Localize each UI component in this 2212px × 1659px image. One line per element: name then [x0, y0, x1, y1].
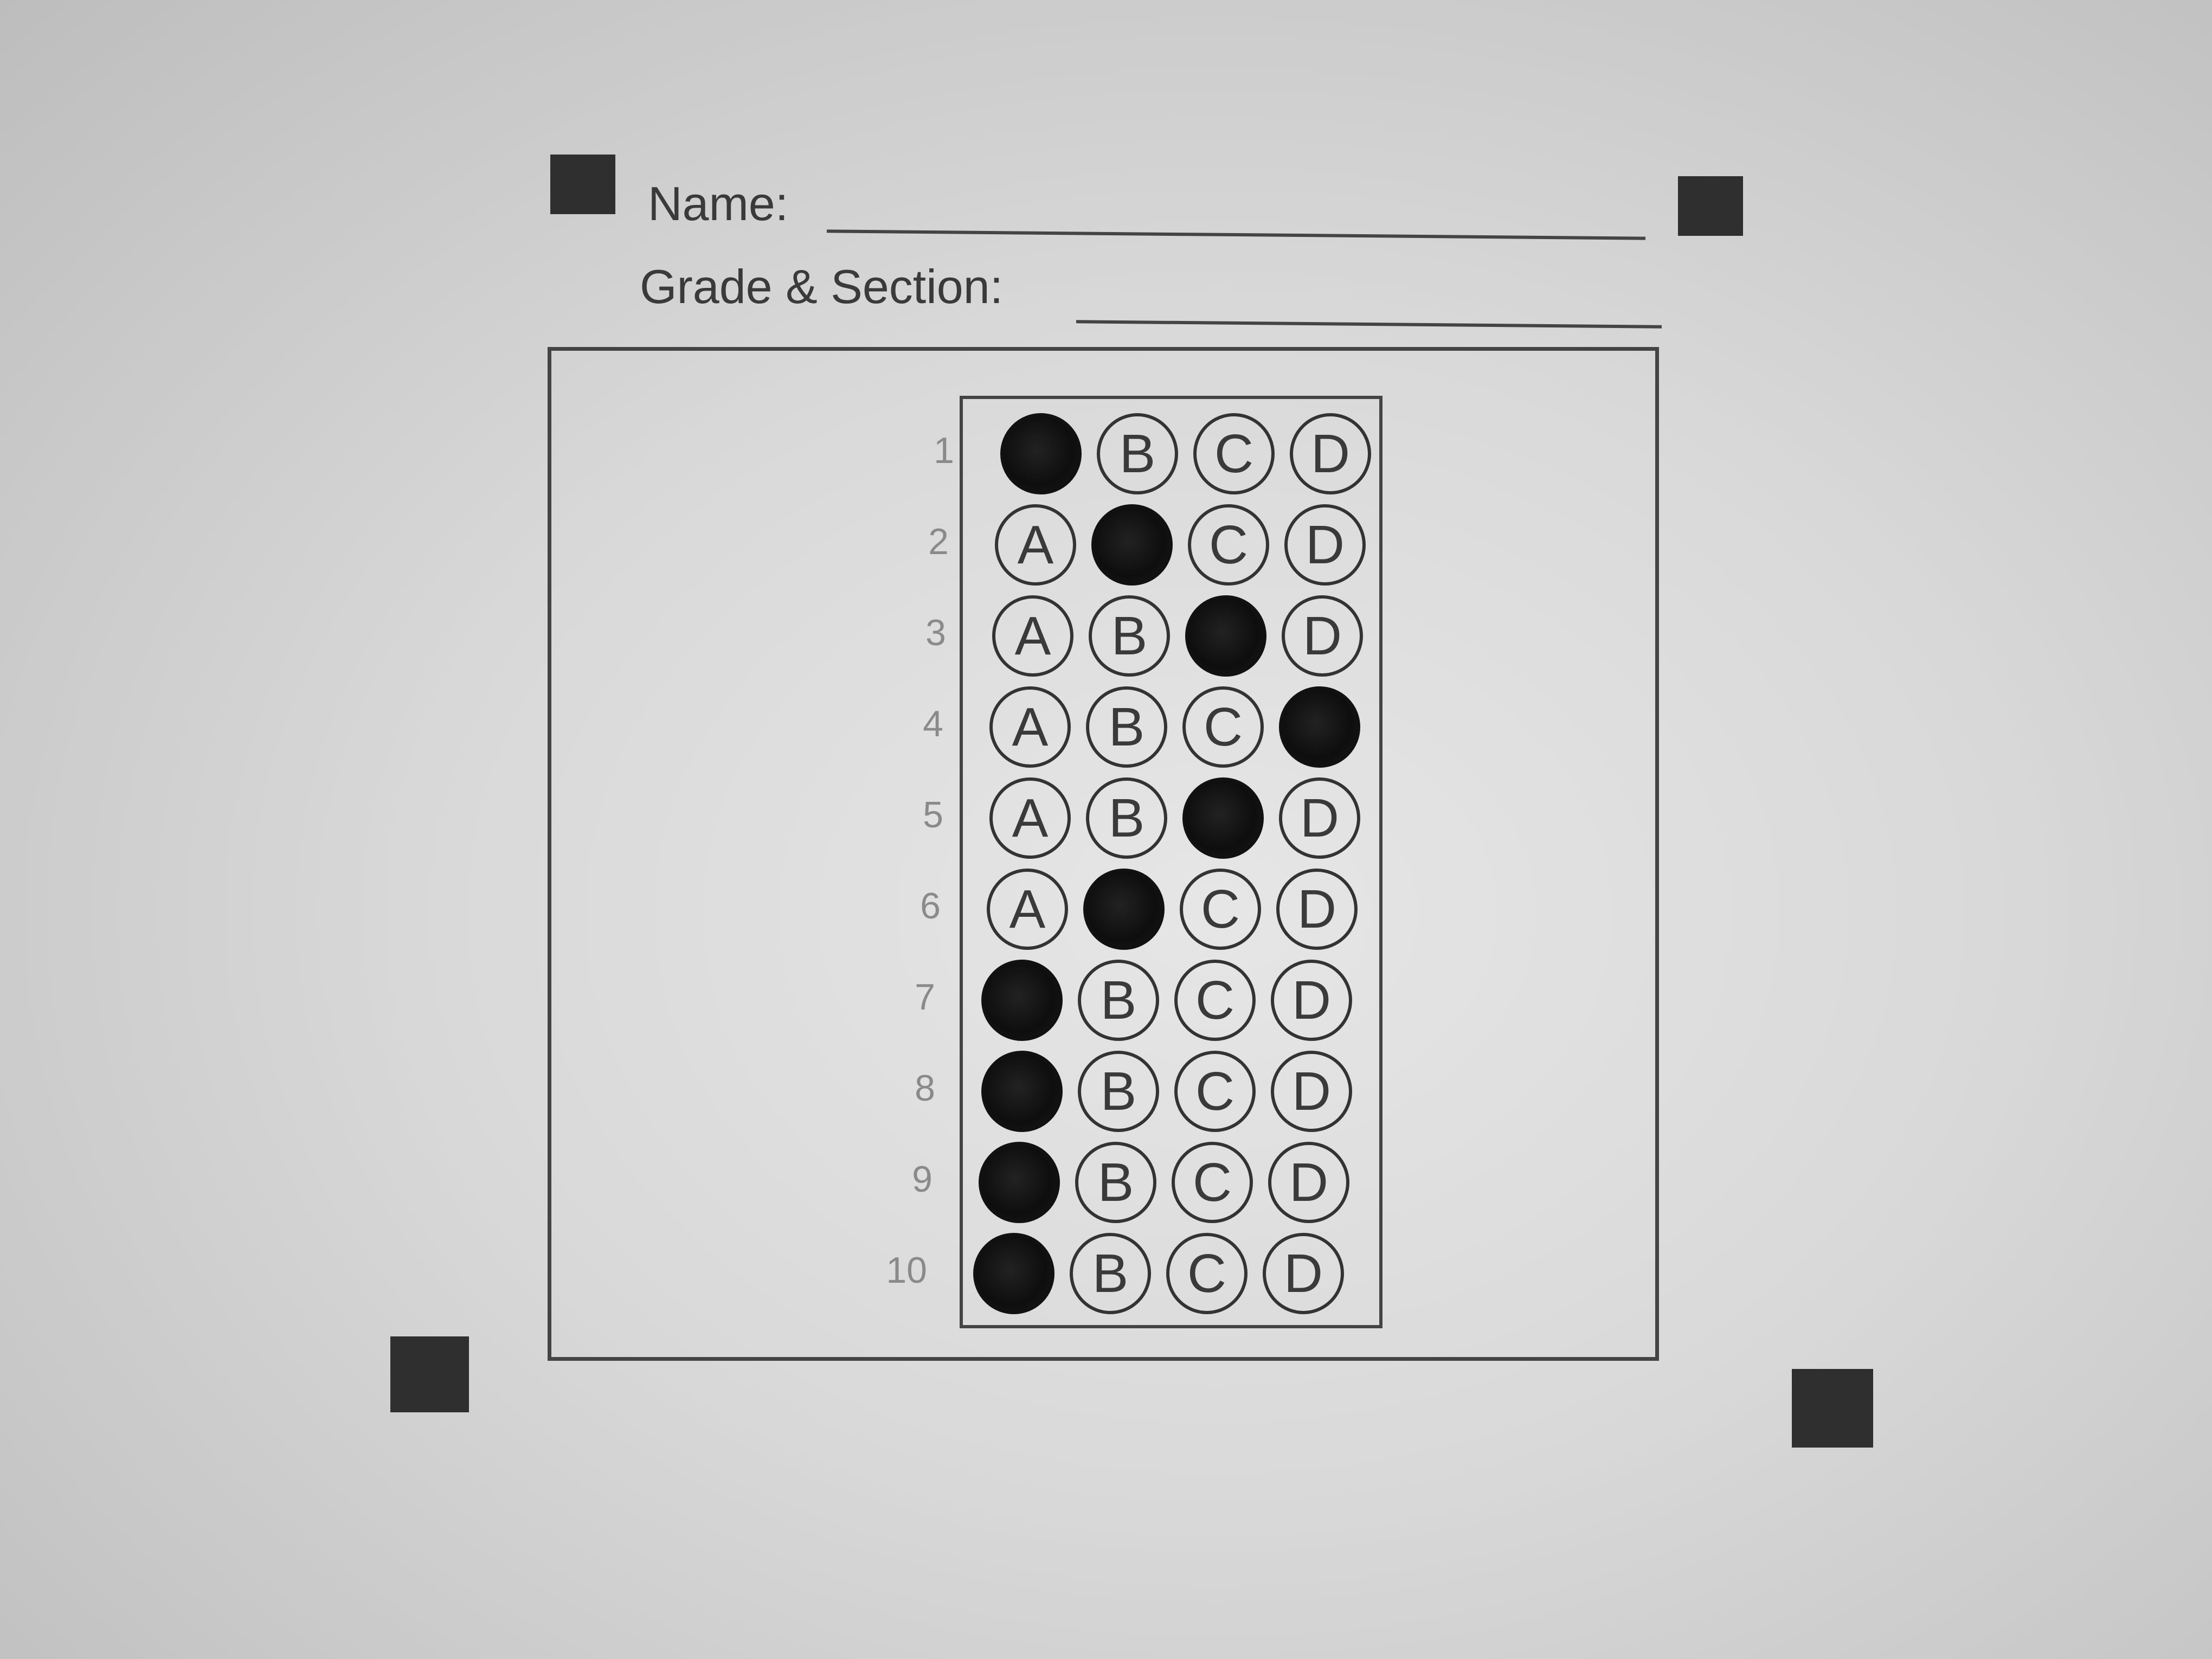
answer-bubble-b[interactable]: B: [1083, 869, 1165, 950]
question-number: 6: [920, 885, 941, 927]
question-row: 6 ABCD: [859, 863, 1380, 955]
answer-bubble-c[interactable]: C: [1180, 869, 1261, 950]
answer-bubble-b[interactable]: B: [1078, 1051, 1159, 1132]
answer-bubble-d[interactable]: D: [1279, 777, 1360, 859]
question-row: 5 ABCD: [862, 772, 1382, 864]
question-row: 1 ABCD: [873, 408, 1393, 500]
answer-bubble-b[interactable]: B: [1078, 960, 1159, 1041]
name-label: Name:: [648, 177, 789, 230]
answer-bubble-d[interactable]: D: [1284, 504, 1366, 586]
answer-bubble-b[interactable]: B: [1089, 595, 1170, 677]
answer-bubble-b[interactable]: B: [1091, 504, 1173, 586]
answer-bubble-b[interactable]: B: [1097, 413, 1178, 494]
question-row: 10 ABCD: [846, 1227, 1366, 1320]
answer-bubble-a[interactable]: A: [989, 777, 1071, 859]
answer-bubble-c[interactable]: C: [1174, 960, 1256, 1041]
answer-bubble-b[interactable]: B: [1086, 777, 1167, 859]
answer-bubble-c[interactable]: C: [1172, 1142, 1253, 1223]
question-number: 10: [886, 1250, 927, 1291]
answer-bubble-d[interactable]: D: [1271, 960, 1352, 1041]
question-row: 3 ABCD: [865, 590, 1385, 682]
answer-bubble-b[interactable]: B: [1086, 686, 1167, 768]
question-row: 9 ABCD: [851, 1136, 1372, 1229]
alignment-marker-bottom-right: [1792, 1369, 1873, 1448]
answer-bubble-c[interactable]: C: [1182, 686, 1264, 768]
question-number: 9: [912, 1159, 933, 1200]
answer-bubble-c[interactable]: C: [1188, 504, 1269, 586]
question-number: 1: [934, 430, 954, 471]
question-number: 7: [915, 976, 935, 1018]
answer-bubble-a[interactable]: A: [1000, 413, 1082, 494]
question-row: 4 ABCD: [862, 681, 1382, 773]
answer-bubble-b[interactable]: B: [1075, 1142, 1156, 1223]
answer-bubble-a[interactable]: A: [992, 595, 1073, 677]
answer-bubble-a[interactable]: A: [979, 1142, 1060, 1223]
answer-bubble-d[interactable]: D: [1271, 1051, 1352, 1132]
bubble-grid-frame: [960, 396, 1382, 1328]
answer-bubble-c[interactable]: C: [1174, 1051, 1256, 1132]
question-number: 2: [928, 521, 949, 562]
answer-bubble-b[interactable]: B: [1070, 1233, 1151, 1314]
question-number: 5: [923, 794, 943, 835]
question-row: 7 ABCD: [854, 954, 1374, 1046]
answer-bubble-a[interactable]: A: [973, 1233, 1054, 1314]
question-number: 8: [915, 1068, 935, 1109]
alignment-marker-top-right: [1678, 176, 1743, 236]
answer-bubble-d[interactable]: D: [1282, 595, 1363, 677]
question-row: 2 ABCD: [867, 499, 1388, 591]
alignment-marker-top-left: [550, 155, 615, 214]
question-number: 4: [923, 703, 943, 744]
grade-section-field[interactable]: [1076, 320, 1662, 329]
question-number: 3: [925, 612, 946, 653]
answer-bubble-c[interactable]: C: [1182, 777, 1264, 859]
answer-bubble-d[interactable]: D: [1268, 1142, 1349, 1223]
answer-bubble-a[interactable]: A: [981, 960, 1063, 1041]
question-row: 8 ABCD: [854, 1045, 1374, 1137]
answer-bubble-a[interactable]: A: [987, 869, 1068, 950]
answer-bubble-a[interactable]: A: [989, 686, 1071, 768]
grade-section-label: Grade & Section:: [640, 260, 1004, 313]
answer-bubble-c[interactable]: C: [1193, 413, 1275, 494]
answer-bubble-d[interactable]: D: [1276, 869, 1358, 950]
answer-bubble-c[interactable]: C: [1166, 1233, 1248, 1314]
answer-bubble-a[interactable]: A: [995, 504, 1076, 586]
answer-area-frame: [548, 347, 1659, 1361]
answer-bubble-d[interactable]: D: [1279, 686, 1360, 768]
name-field[interactable]: [827, 229, 1645, 240]
answer-bubble-a[interactable]: A: [981, 1051, 1063, 1132]
answer-bubble-c[interactable]: C: [1185, 595, 1266, 677]
answer-bubble-d[interactable]: D: [1263, 1233, 1344, 1314]
alignment-marker-bottom-left: [390, 1336, 469, 1412]
answer-bubble-d[interactable]: D: [1290, 413, 1371, 494]
